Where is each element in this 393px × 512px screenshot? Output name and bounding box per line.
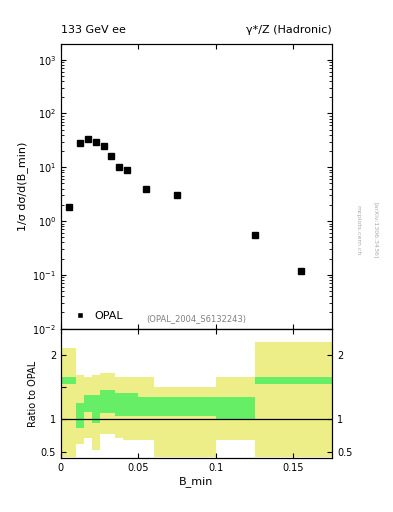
Bar [84,395,92,412]
OPAL [94,139,98,145]
OPAL [78,140,83,146]
Bar [107,373,115,434]
Bar [61,377,76,383]
Text: mcplots.cern.ch: mcplots.cern.ch [355,205,360,255]
OPAL [117,164,121,170]
OPAL [86,136,90,142]
OPAL [252,232,257,238]
OPAL [66,204,71,210]
OPAL [125,167,129,173]
Text: 133 GeV ee: 133 GeV ee [61,25,126,35]
Bar [92,375,100,451]
Bar [255,342,332,457]
Bar [76,403,84,428]
Line: OPAL: OPAL [65,136,305,274]
OPAL [144,186,149,192]
Bar [138,377,154,440]
Bar [115,377,123,437]
Bar [123,393,138,416]
Bar [100,390,107,413]
Bar [84,377,92,437]
Bar [255,377,332,383]
Y-axis label: Ratio to OPAL: Ratio to OPAL [28,360,38,426]
OPAL [109,153,114,159]
Text: [arXiv:1306.3436]: [arXiv:1306.3436] [373,202,378,259]
Text: γ*/Z (Hadronic): γ*/Z (Hadronic) [246,25,332,35]
Bar [216,377,255,440]
OPAL [101,143,106,149]
Bar [115,393,123,416]
Bar [123,377,138,440]
Bar [138,397,154,416]
Bar [154,397,216,416]
Bar [216,397,255,419]
Bar [154,387,216,457]
X-axis label: B_min: B_min [179,476,214,487]
Bar [107,390,115,413]
Bar [92,395,100,422]
Text: (OPAL_2004_S6132243): (OPAL_2004_S6132243) [147,314,246,323]
Bar [100,373,107,434]
Y-axis label: 1/σ dσ/d(B_min): 1/σ dσ/d(B_min) [17,141,28,231]
Bar [61,348,76,457]
OPAL [175,193,180,199]
OPAL [299,268,303,274]
Bar [76,375,84,444]
Legend: OPAL: OPAL [66,309,125,323]
